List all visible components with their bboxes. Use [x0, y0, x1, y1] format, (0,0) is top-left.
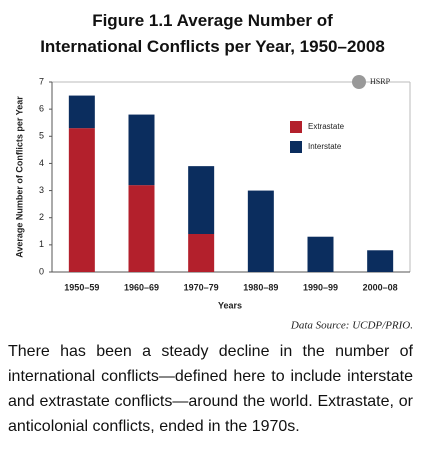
logo-icon [352, 75, 366, 89]
chart-title: Figure 1.1 Average Number of Internation… [40, 11, 385, 56]
bar-segment [307, 236, 334, 272]
chart: HSRP Years Average Number of Conflicts p… [14, 75, 413, 332]
bar-segment [188, 234, 215, 272]
y-axis-label: Average Number of Conflicts per Year [14, 96, 24, 258]
y-tick-label: 0 [39, 266, 44, 276]
bar-segment [367, 250, 394, 272]
caption: There has been a steady decline in the n… [8, 343, 413, 435]
bar-segment [68, 95, 95, 129]
x-tick-label: 1990–99 [303, 282, 338, 292]
bar-segment [188, 166, 215, 234]
x-tick-label: 1970–79 [184, 282, 219, 292]
legend-swatch [290, 141, 302, 153]
y-tick-label: 5 [39, 131, 44, 141]
legend-label: Interstate [308, 142, 342, 151]
x-tick-label: 1950–59 [64, 282, 99, 292]
y-tick-label: 3 [39, 185, 44, 195]
x-tick-label: 1960–69 [124, 282, 159, 292]
y-tick-label: 2 [39, 212, 44, 222]
y-tick-label: 1 [39, 239, 44, 249]
legend-swatch [290, 121, 302, 133]
x-tick-label: 2000–08 [363, 282, 398, 292]
x-axis-label: Years [218, 300, 242, 310]
legend-label: Extrastate [308, 122, 345, 131]
source: Data Source: UCDP/PRIO. [290, 320, 413, 332]
bar-segment [68, 128, 95, 272]
bar-segment [247, 190, 274, 272]
y-tick-label: 4 [39, 158, 44, 168]
logo-text: HSRP [370, 77, 391, 86]
bar-segment [128, 185, 155, 272]
y-tick-label: 7 [39, 76, 44, 86]
x-tick-label: 1980–89 [243, 282, 278, 292]
y-tick-label: 6 [39, 104, 44, 114]
bar-segment [128, 114, 155, 186]
